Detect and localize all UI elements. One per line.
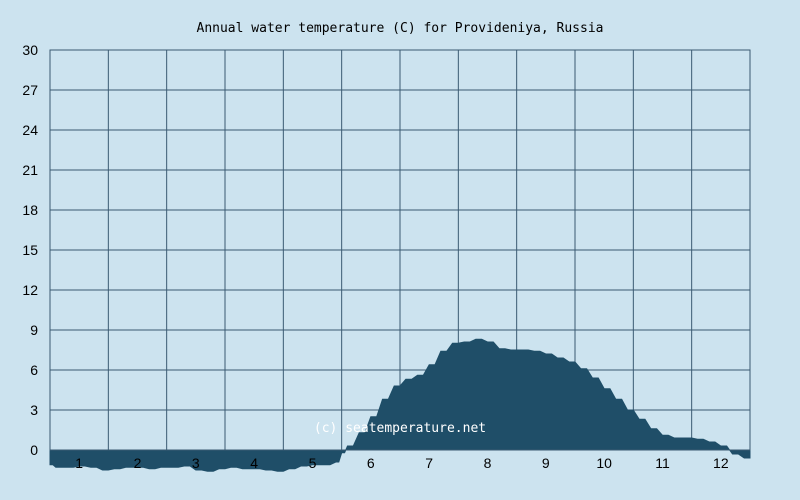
y-tick-label: 21 bbox=[22, 162, 38, 178]
x-tick-label: 9 bbox=[542, 455, 550, 471]
chart-title: Annual water temperature (C) for Provide… bbox=[197, 21, 604, 36]
x-tick-label: 2 bbox=[134, 455, 142, 471]
y-axis: 0 3 6 9 12 15 18 21 24 27 30 bbox=[22, 42, 38, 458]
x-tick-label: 6 bbox=[367, 455, 375, 471]
x-tick-label: 12 bbox=[713, 455, 729, 471]
y-tick-label: 27 bbox=[22, 82, 38, 98]
y-tick-label: 24 bbox=[22, 122, 38, 138]
x-tick-label: 1 bbox=[75, 455, 83, 471]
x-tick-label: 5 bbox=[309, 455, 317, 471]
y-tick-label: 0 bbox=[30, 442, 38, 458]
x-tick-label: 3 bbox=[192, 455, 200, 471]
watermark: (c) seatemperature.net bbox=[314, 421, 486, 436]
y-tick-label: 6 bbox=[30, 362, 38, 378]
temperature-area bbox=[49, 338, 751, 472]
x-tick-label: 7 bbox=[425, 455, 433, 471]
y-tick-label: 12 bbox=[22, 282, 38, 298]
y-tick-label: 18 bbox=[22, 202, 38, 218]
y-tick-label: 30 bbox=[22, 42, 38, 58]
x-tick-label: 11 bbox=[655, 455, 670, 471]
y-tick-label: 9 bbox=[30, 322, 38, 338]
y-tick-label: 3 bbox=[30, 402, 38, 418]
x-axis: 1 2 3 4 5 6 7 8 9 10 11 12 bbox=[75, 455, 729, 471]
plot-frame bbox=[49, 49, 751, 451]
x-tick-label: 4 bbox=[250, 455, 258, 471]
y-tick-label: 15 bbox=[22, 242, 38, 258]
x-tick-label: 10 bbox=[596, 455, 612, 471]
x-tick-label: 8 bbox=[484, 455, 492, 471]
area-layer bbox=[49, 338, 751, 472]
